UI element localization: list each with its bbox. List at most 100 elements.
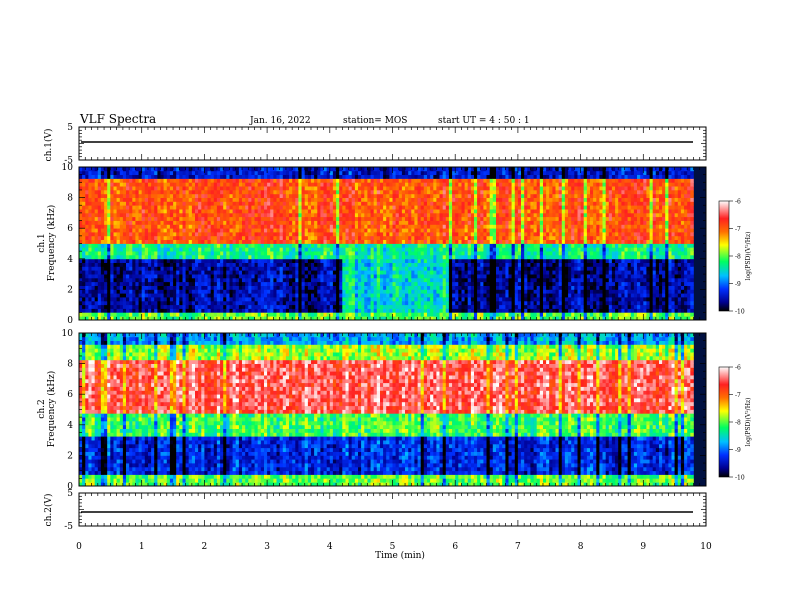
spectrogram-cell	[414, 239, 418, 244]
spectrogram-cell	[298, 182, 302, 187]
spectrogram-cell	[455, 312, 459, 317]
spectrogram-cell	[229, 274, 233, 279]
spectrogram-cell	[144, 186, 149, 191]
spectrogram-cell	[370, 186, 375, 191]
spectrogram-cell	[464, 262, 469, 267]
spectrogram-cell	[405, 255, 409, 260]
spectrogram-cell	[154, 212, 158, 218]
spectrogram-cell	[238, 312, 243, 317]
spectrogram-cell	[273, 190, 277, 195]
spectrogram-cell	[223, 235, 227, 240]
spectrogram-cell	[282, 178, 287, 183]
spectrogram-cell	[113, 258, 117, 263]
spectrogram-cell	[135, 289, 139, 294]
spectrogram-cell	[430, 170, 434, 175]
spectrogram-cell	[226, 228, 230, 233]
spectrogram-cell	[373, 174, 378, 179]
spectrogram-cell	[452, 297, 456, 302]
spectrogram-cell	[314, 201, 318, 206]
spectrogram-cell	[257, 258, 262, 263]
spectrogram-cell	[273, 304, 277, 309]
spectrogram-cell	[320, 247, 324, 252]
spectrogram-cell	[204, 197, 208, 202]
spectrogram-cell	[122, 304, 127, 309]
spectrogram-cell	[392, 220, 396, 225]
spectrogram-cell	[220, 262, 224, 267]
spectrogram-cell	[160, 285, 164, 290]
spectrogram-cell	[452, 293, 456, 298]
spectrogram-cell	[448, 174, 453, 179]
spectrogram-cell	[273, 308, 277, 313]
spectrogram-cell	[113, 266, 117, 271]
spectrogram-cell	[326, 182, 331, 187]
spectrogram-cell	[320, 266, 324, 271]
spectrogram-cell	[398, 170, 403, 175]
spectrogram-cell	[207, 224, 211, 229]
spectrogram-cell	[260, 186, 265, 191]
spectrogram-cell	[276, 167, 280, 172]
spectrogram-cell	[213, 205, 218, 210]
spectrogram-cell	[163, 235, 168, 240]
spectrogram-cell	[461, 228, 465, 233]
spectrogram-cell	[345, 247, 349, 252]
spectrogram-cell	[201, 216, 205, 221]
spectrogram-cell	[185, 274, 190, 279]
spectrogram-cell	[354, 277, 359, 283]
spectrogram-cell	[245, 201, 249, 206]
spectrogram-cell	[82, 274, 86, 279]
spectrogram-cell	[348, 262, 353, 267]
spectrogram-cell	[251, 304, 255, 309]
spectrogram-cell	[282, 193, 287, 198]
spectrogram-cell	[166, 216, 171, 221]
spectrogram-cell	[427, 209, 431, 214]
spectrogram-cell	[85, 266, 89, 271]
spectrogram-cell	[420, 216, 425, 221]
spectrogram-cell	[119, 289, 124, 294]
spectrogram-cell	[314, 243, 318, 248]
spectrogram-cell	[298, 186, 302, 191]
spectrogram-cell	[301, 232, 306, 237]
spectrogram-cell	[364, 312, 368, 317]
spectrogram-cell	[195, 304, 199, 309]
spectrogram-cell	[264, 281, 268, 286]
spectrogram-cell	[442, 258, 447, 263]
spectrogram-cell	[100, 247, 105, 252]
spectrogram-cell	[420, 201, 425, 206]
spectrogram-cell	[427, 174, 431, 179]
spectrogram-cell	[216, 277, 221, 283]
spectrogram-cell	[107, 216, 111, 221]
spectrogram-cell	[207, 251, 211, 256]
spectrogram-cell	[354, 224, 359, 229]
spectrogram-cell	[376, 224, 381, 229]
spectrogram-cell	[198, 251, 202, 256]
spectrogram-cell	[439, 281, 443, 286]
spectrogram-cell	[126, 300, 130, 306]
spectrogram-cell	[213, 235, 218, 240]
spectrogram-cell	[204, 178, 208, 183]
spectrogram-cell	[405, 167, 409, 172]
spectrogram-cell	[361, 300, 365, 306]
spectrogram-cell	[195, 270, 199, 275]
spectrogram-cell	[260, 274, 265, 279]
spectrogram-cell	[442, 308, 447, 313]
spectrogram-cell	[292, 285, 296, 290]
spectrogram-cell	[448, 193, 453, 198]
spectrogram-cell	[195, 266, 199, 271]
spectrogram-cell	[314, 285, 318, 290]
spectrogram-cell	[251, 216, 255, 221]
spectrogram-cell	[185, 170, 190, 175]
spectrogram-cell	[392, 235, 396, 240]
spectrogram-cell	[113, 186, 117, 191]
spectrogram-cell	[267, 205, 271, 210]
spectrogram-cell	[301, 212, 306, 218]
spectrogram-cell	[122, 216, 127, 221]
spectrogram-cell	[392, 312, 396, 317]
spectrogram-cell	[448, 300, 453, 306]
spectrogram-cell	[436, 235, 440, 240]
spectrogram-cell	[166, 277, 171, 283]
spectrogram-cell	[298, 255, 302, 260]
spectrogram-cell	[207, 270, 211, 275]
spectrogram-cell	[398, 212, 403, 218]
spectrogram-cell	[79, 224, 83, 229]
